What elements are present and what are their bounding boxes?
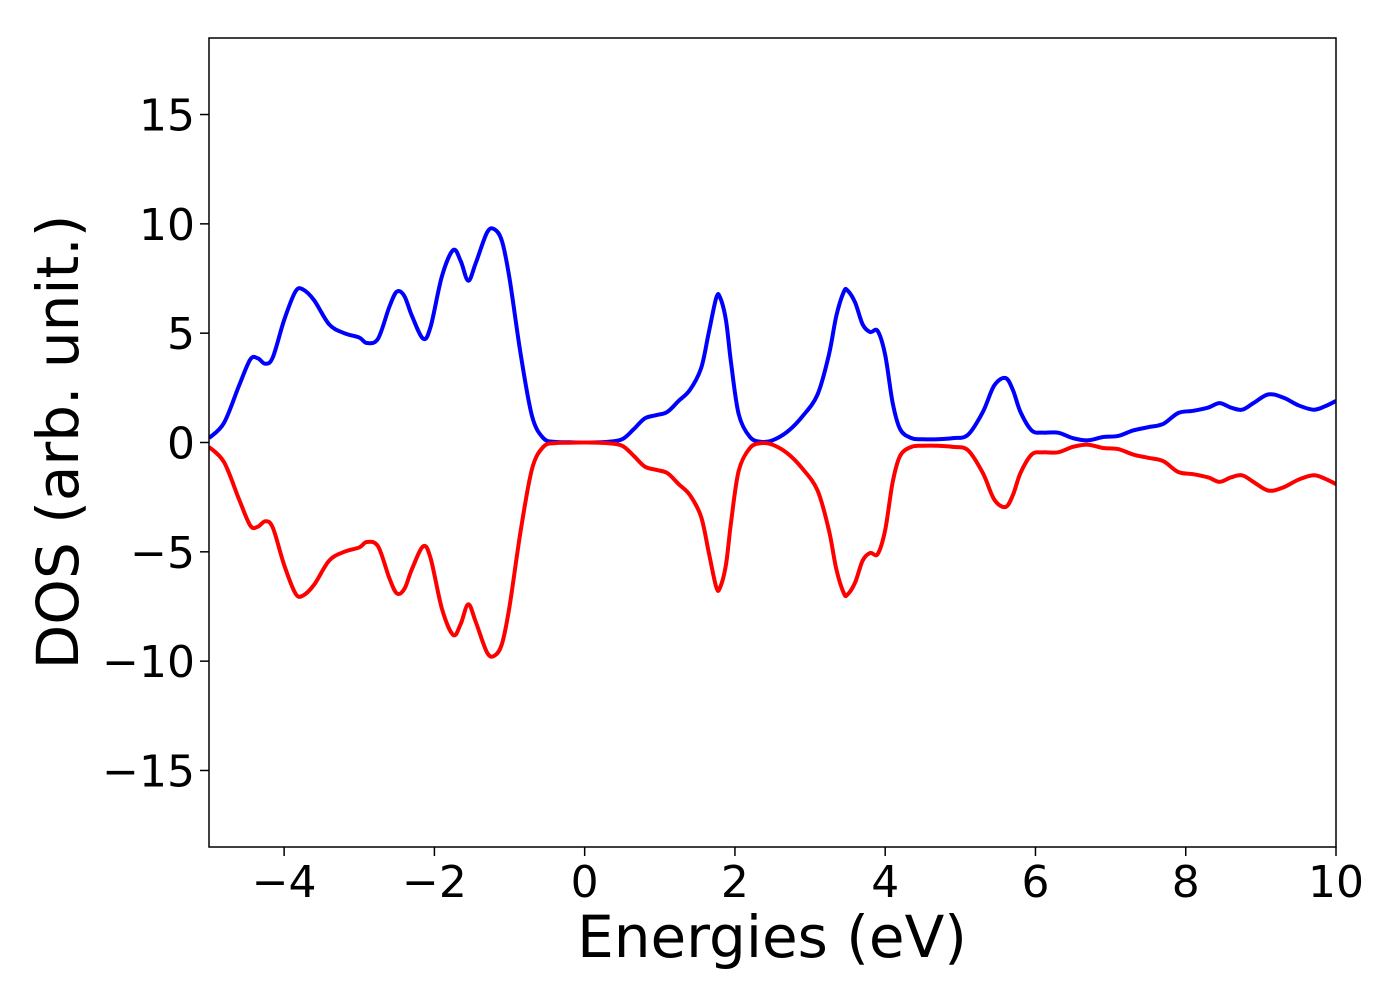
y-tick-label: 15 bbox=[139, 91, 195, 142]
y-tick-label: 0 bbox=[167, 419, 195, 470]
y-axis: −15 −10 −5 0 5 10 15 bbox=[102, 91, 209, 797]
x-tick-label: 10 bbox=[1308, 857, 1364, 908]
y-tick-label: −5 bbox=[130, 528, 195, 579]
x-tick-label: 2 bbox=[721, 857, 749, 908]
series-line-positive bbox=[209, 226, 1336, 445]
series-layer bbox=[209, 226, 1336, 659]
series-line-negative bbox=[209, 440, 1336, 659]
plot-frame bbox=[208, 37, 1337, 848]
x-axis: −4 −2 0 2 4 6 8 10 bbox=[252, 847, 1364, 908]
x-tick-label: 4 bbox=[871, 857, 899, 908]
y-tick-label: 5 bbox=[167, 309, 195, 360]
x-tick-label: 6 bbox=[1021, 857, 1049, 908]
x-tick-label: −4 bbox=[252, 857, 317, 908]
x-axis-title: Energies (eV) bbox=[577, 903, 967, 971]
y-axis-title: DOS (arb. unit.) bbox=[24, 215, 92, 670]
y-tick-label: −15 bbox=[102, 746, 195, 797]
x-tick-label: 8 bbox=[1172, 857, 1200, 908]
y-tick-label: 10 bbox=[139, 200, 195, 251]
y-tick-label: −10 bbox=[102, 637, 195, 688]
x-tick-label: −2 bbox=[402, 857, 467, 908]
x-tick-label: 0 bbox=[571, 857, 599, 908]
